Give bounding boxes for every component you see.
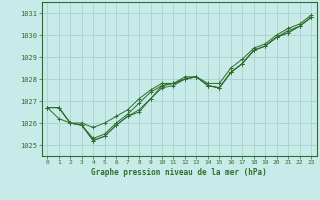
X-axis label: Graphe pression niveau de la mer (hPa): Graphe pression niveau de la mer (hPa) <box>91 168 267 177</box>
